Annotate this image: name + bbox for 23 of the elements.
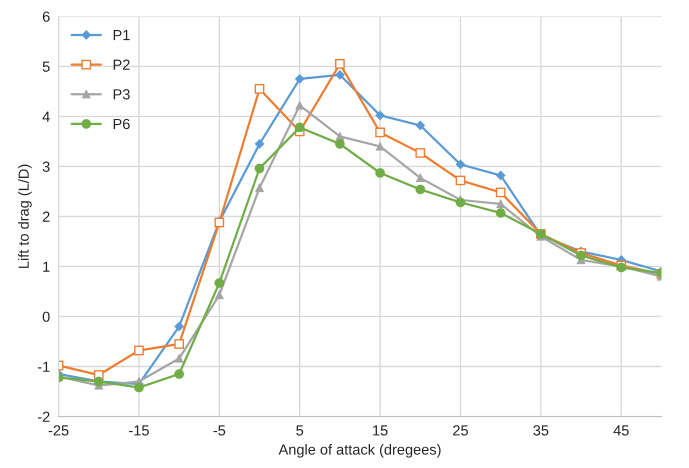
legend-label: P1 bbox=[114, 30, 130, 40]
x-tick-label: 25 bbox=[453, 425, 468, 436]
y-tick-label: 5 bbox=[42, 62, 50, 72]
x-axis-title: Angle of attack (dregees) bbox=[278, 444, 441, 458]
y-tick-label: -1 bbox=[38, 362, 50, 372]
y-tick-label: 1 bbox=[43, 262, 50, 272]
x-tick-label: 15 bbox=[373, 425, 388, 436]
y-tick-label: 3 bbox=[42, 162, 50, 172]
x-tick-label: -15 bbox=[129, 425, 149, 436]
y-tick-label: -2 bbox=[38, 412, 50, 422]
y-tick-label: 4 bbox=[42, 112, 50, 122]
legend-label: P3 bbox=[114, 89, 130, 100]
x-tick-label: -5 bbox=[213, 425, 226, 436]
x-tick-label: 35 bbox=[533, 425, 548, 436]
y-tick-label: 6 bbox=[42, 11, 50, 22]
legend-label: P6 bbox=[114, 118, 130, 130]
y-tick-label: 2 bbox=[42, 212, 50, 222]
y-axis-title: Lift to drag (L/D) bbox=[18, 164, 32, 268]
x-tick-label: 5 bbox=[296, 425, 304, 436]
legend-label: P2 bbox=[114, 60, 130, 70]
y-tick-label: 0 bbox=[42, 312, 50, 322]
x-tick-label: -25 bbox=[48, 425, 68, 436]
x-tick-label: 45 bbox=[613, 425, 629, 436]
